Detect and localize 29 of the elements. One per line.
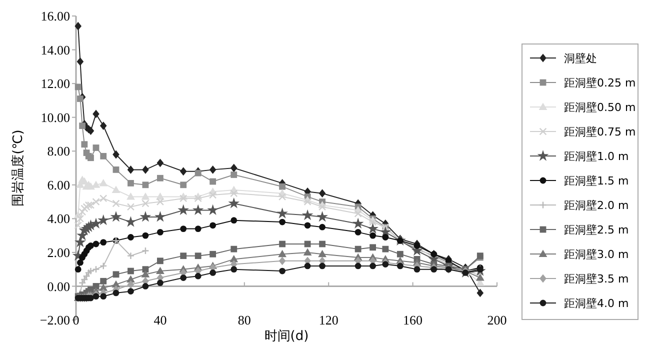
legend-label: 距洞壁3.5 m	[564, 272, 629, 286]
legend-label: 距洞壁0.75 m	[564, 125, 636, 138]
legend-label: 距洞壁2.5 m	[564, 223, 629, 236]
y-tick-label: 8.00	[47, 144, 70, 159]
legend-label: 距洞壁1.0 m	[564, 150, 629, 163]
y-tick-label: −2.00	[40, 312, 70, 328]
y-tick-label: 2.00	[47, 244, 70, 260]
x-tick-label: 80	[238, 312, 251, 328]
x-tick-label: 160	[403, 312, 423, 328]
y-axis-title: 围岩温度(℃)	[10, 130, 26, 206]
legend-label: 洞壁处	[564, 52, 597, 65]
legend-label: 距洞壁3.0 m	[564, 248, 629, 261]
x-tick-label: 40	[154, 312, 167, 328]
legend-label: 距洞壁1.5 m	[564, 174, 629, 188]
x-tick-label: 200	[487, 312, 507, 328]
y-tick-label: 4.00	[47, 211, 70, 226]
legend-label: 距洞壁2.0 m	[564, 198, 629, 212]
legend-label: 距洞壁4.0 m	[564, 296, 629, 310]
x-axis-title: 时间(d)	[264, 329, 309, 344]
x-tick-label: 120	[318, 312, 338, 328]
legend-label: 距洞壁0.50 m	[564, 100, 636, 114]
legend-label: 距洞壁0.25 m	[564, 76, 636, 90]
y-tick-label: 6.00	[47, 177, 70, 192]
y-tick-label: 12.00	[40, 76, 70, 92]
y-tick-label: 10.00	[40, 110, 70, 125]
x-tick-label: 0	[72, 312, 80, 328]
y-tick-label: 0.00	[47, 278, 70, 294]
y-tick-label: 14.00	[40, 42, 70, 58]
y-tick-label: 16.00	[40, 8, 70, 24]
